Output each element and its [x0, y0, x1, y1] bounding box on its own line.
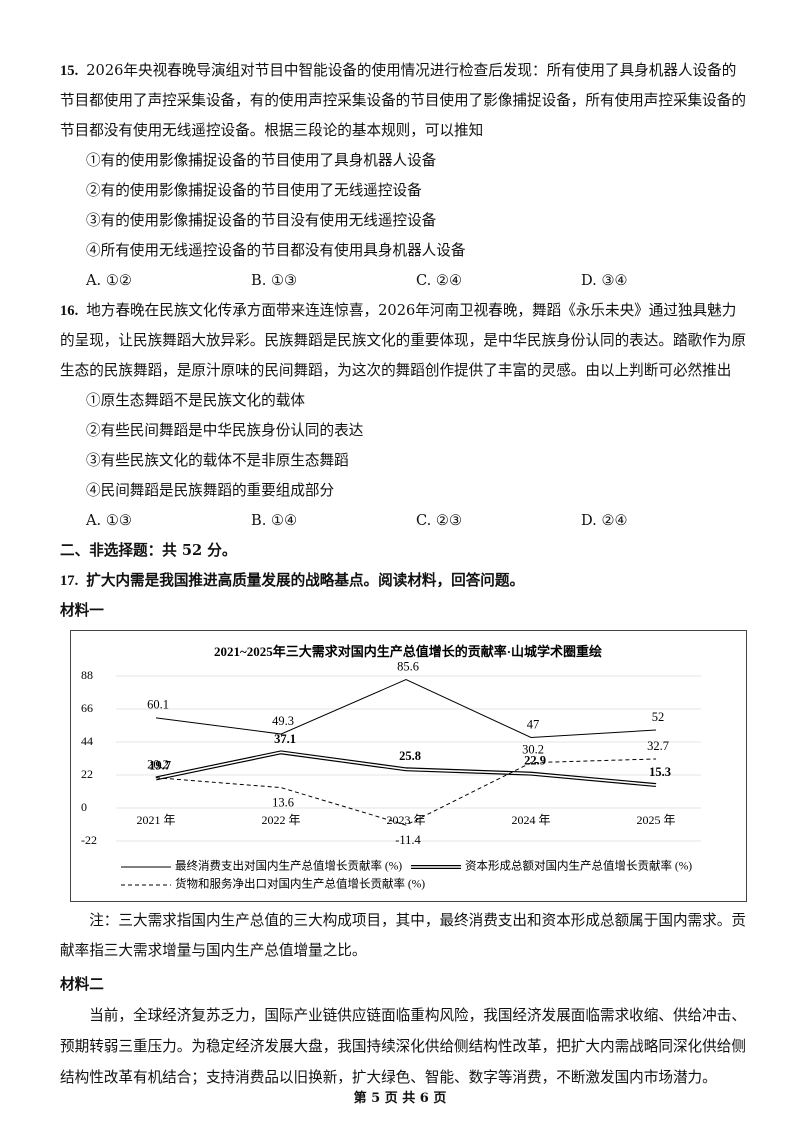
choice: A. ①②: [86, 272, 132, 289]
choice: C. ②④: [416, 272, 463, 289]
option: ②有的使用影像捕捉设备的节目使用了无线遥控设备: [86, 182, 422, 199]
chart-title: 2021~2025年三大需求对国内生产总值增长的贡献率·山城学术圈重绘: [214, 644, 602, 659]
material-label: 材料二: [60, 976, 104, 993]
data-label: 19.7: [149, 758, 171, 772]
y-tick-label: 0: [81, 800, 87, 814]
choice: B. ①③: [251, 272, 298, 289]
y-tick-label: 66: [81, 701, 93, 715]
data-label: 37.1: [274, 732, 296, 746]
choice: A. ①③: [86, 512, 132, 529]
data-label: 49.3: [272, 714, 294, 728]
data-label: 52: [652, 710, 665, 724]
x-tick-label: 2023 年: [386, 813, 425, 827]
data-label: 25.8: [399, 749, 421, 763]
data-label: 15.3: [649, 765, 671, 779]
choice: D. ②④: [581, 512, 628, 529]
chart: 2021~2025年三大需求对国内生产总值增长的贡献率·山城学术圈重绘 -22 0…: [81, 644, 701, 891]
legend-label: 最终消费支出对国内生产总值增长贡献率 (%): [175, 859, 402, 873]
option: ①原生态舞蹈不是民族文化的载体: [86, 392, 305, 409]
question-number: 15.: [60, 63, 79, 79]
option: ④民间舞蹈是民族舞蹈的重要组成部分: [86, 482, 335, 499]
option: ②有些民间舞蹈是中华民族身份认同的表达: [86, 422, 364, 439]
y-tick-label: -22: [81, 833, 97, 847]
series-line: [155, 679, 657, 739]
y-tick-label: 44: [81, 734, 93, 748]
data-label: 20.2: [147, 758, 169, 772]
data-label: 85.6: [397, 659, 419, 673]
note: 注：三大需求指国内生产总值的三大构成项目，其中，最终消费支出和资本形成总额属于国…: [60, 912, 746, 959]
section-title: 二、非选择题：共 52 分。: [60, 542, 237, 559]
x-tick-label: 2024 年: [511, 813, 550, 827]
data-label: -11.4: [395, 833, 421, 847]
content: 15. 2026年央视春晚导演组对节目中智能设备的使用情况进行检查后发现：所有使用…: [60, 56, 747, 1093]
material-text: 当前，全球经济复苏乏力，国际产业链供应链面临重构风险，我国经济发展面临需求收缩、…: [60, 1007, 746, 1086]
data-label: 30.2: [522, 743, 544, 757]
option: ①有的使用影像捕捉设备的节目使用了具身机器人设备: [86, 152, 437, 169]
question-number: 17.: [60, 573, 79, 589]
choice: C. ②③: [416, 512, 463, 529]
data-label: 22.9: [524, 754, 546, 768]
option: ④所有使用无线遥控设备的节目都没有使用具身机器人设备: [86, 242, 466, 259]
question: 17. 扩大内需是我国推进高质量发展的战略基点。阅读材料，回答问题。: [60, 566, 746, 596]
legend-label: 资本形成总额对国内生产总值增长贡献率 (%): [465, 859, 692, 873]
question-number: 16.: [60, 303, 79, 319]
question-stem: 扩大内需是我国推进高质量发展的战略基点。阅读材料，回答问题。: [86, 572, 525, 589]
question: 16. 地方春晚在民族文化传承方面带来连连惊喜，2026年河南卫视春晚，舞蹈《永乐…: [60, 296, 746, 386]
footer: 第 5 页 共 6 页: [353, 1091, 447, 1106]
question-stem: 2026年央视春晚导演组对节目中智能设备的使用情况进行检查后发现：所有使用了具身…: [60, 62, 746, 139]
series-line: [155, 758, 657, 826]
data-label: 47: [527, 717, 540, 731]
option: ③有的使用影像捕捉设备的节目没有使用无线遥控设备: [86, 212, 437, 229]
choices: A. ①③ B. ①④ C. ②③ D. ②④: [60, 506, 746, 536]
x-tick-label: 2021 年: [136, 813, 175, 827]
y-tick-label: 88: [81, 668, 93, 682]
chart-box: 2021~2025年三大需求对国内生产总值增长的贡献率·山城学术圈重绘 -22 0…: [70, 630, 747, 902]
legend-label: 货物和服务净出口对国内生产总值增长贡献率 (%): [175, 877, 425, 891]
question: 15. 2026年央视春晚导演组对节目中智能设备的使用情况进行检查后发现：所有使用…: [60, 56, 746, 146]
choices: A. ①② B. ①③ C. ②④ D. ③④: [60, 266, 746, 296]
data-label: 13.6: [272, 795, 294, 809]
choice: B. ①④: [251, 512, 298, 529]
material-label: 材料一: [60, 602, 104, 619]
x-tick-label: 2025 年: [636, 813, 675, 827]
data-label: 60.1: [147, 698, 169, 712]
data-label: 32.7: [647, 739, 669, 753]
series-line-inner: [155, 751, 657, 786]
y-tick-label: 22: [81, 767, 93, 781]
question-stem: 地方春晚在民族文化传承方面带来连连惊喜，2026年河南卫视春晚，舞蹈《永乐未央》…: [60, 302, 746, 379]
option: ③有些民族文化的载体不是非原生态舞蹈: [86, 452, 349, 469]
x-tick-label: 2022 年: [261, 813, 300, 827]
choice: D. ③④: [581, 272, 628, 289]
